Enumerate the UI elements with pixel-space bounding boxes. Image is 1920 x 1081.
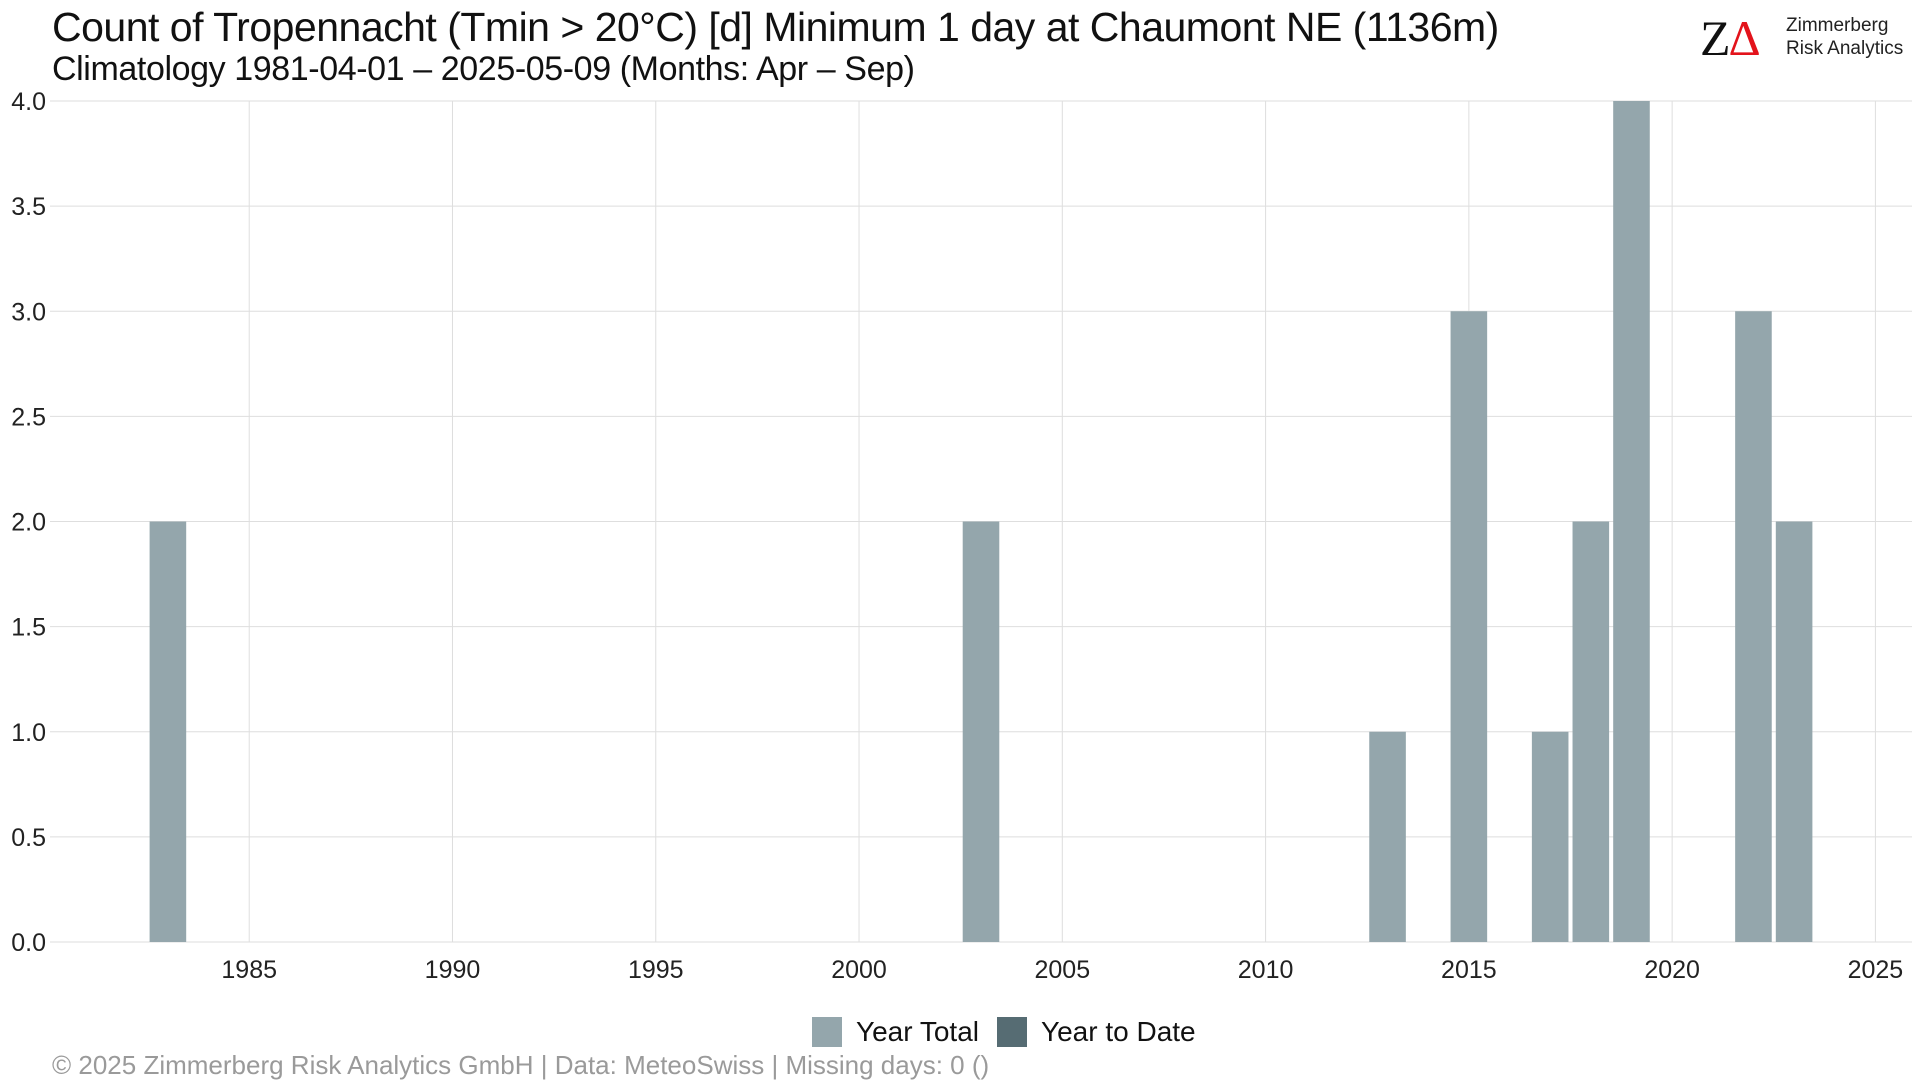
bar-2019 [1613, 101, 1650, 942]
y-tick-label: 2.5 [11, 403, 46, 431]
y-tick-label: 3.0 [11, 298, 46, 326]
company-logo: ZΔ Zimmerberg Risk Analytics [1700, 8, 1910, 68]
bar-1983 [149, 521, 187, 942]
chart-title: Count of Tropennacht (Tmin > 20°C) [d] M… [52, 4, 1499, 50]
legend-item-year-to-date: Year to Date [997, 1016, 1196, 1048]
y-tick-label: 3.5 [11, 193, 46, 221]
legend: Year Total Year to Date [812, 1016, 1214, 1048]
y-tick-label: 1.5 [11, 614, 46, 642]
x-tick-label: 2010 [1238, 956, 1294, 984]
x-tick-label: 1995 [628, 956, 684, 984]
bar-2015 [1450, 311, 1488, 942]
x-tick-label: 2015 [1441, 956, 1497, 984]
x-tick-label: 1990 [425, 956, 481, 984]
bars [149, 101, 1813, 942]
legend-swatch-year-to-date [997, 1017, 1027, 1047]
legend-label-year-total: Year Total [856, 1016, 979, 1047]
legend-label-year-to-date: Year to Date [1041, 1016, 1196, 1047]
logo-delta-icon: Δ [1728, 10, 1761, 66]
y-tick-label: 1.0 [11, 719, 46, 747]
x-tick-label: 1985 [221, 956, 277, 984]
x-tick-label: 2000 [831, 956, 887, 984]
logo-line-1: Zimmerberg [1786, 15, 1889, 36]
x-axis: 1985 1990 1995 2000 2005 2010 2015 2020 2025 [221, 956, 1903, 984]
x-tick-label: 2020 [1644, 956, 1700, 984]
bar-2023 [1775, 521, 1813, 942]
logo-z-letter: Z [1700, 10, 1731, 66]
legend-swatch-year-total [812, 1017, 842, 1047]
chart-subtitle: Climatology 1981-04-01 – 2025-05-09 (Mon… [52, 50, 915, 88]
bar-2017 [1531, 731, 1569, 942]
bar-2003 [962, 521, 1000, 942]
y-tick-label: 0.5 [11, 824, 46, 852]
y-axis: 0.0 0.5 1.0 1.5 2.0 2.5 3.0 3.5 4.0 [11, 88, 46, 957]
footer-credits: © 2025 Zimmerberg Risk Analytics GmbH | … [52, 1050, 990, 1080]
x-tick-label: 2025 [1848, 956, 1904, 984]
logo-line-2: Risk Analytics [1786, 38, 1904, 59]
bar-2013 [1369, 731, 1406, 942]
y-tick-label: 4.0 [11, 88, 46, 116]
bar-2022 [1735, 311, 1772, 942]
logo-mark: ZΔ [1700, 8, 1761, 68]
bar-2018 [1572, 521, 1610, 942]
x-tick-label: 2005 [1034, 956, 1090, 984]
y-tick-label: 0.0 [11, 929, 46, 957]
logo-text: Zimmerberg Risk Analytics [1786, 14, 1903, 60]
legend-item-year-total: Year Total [812, 1016, 979, 1048]
y-tick-label: 2.0 [11, 509, 46, 537]
